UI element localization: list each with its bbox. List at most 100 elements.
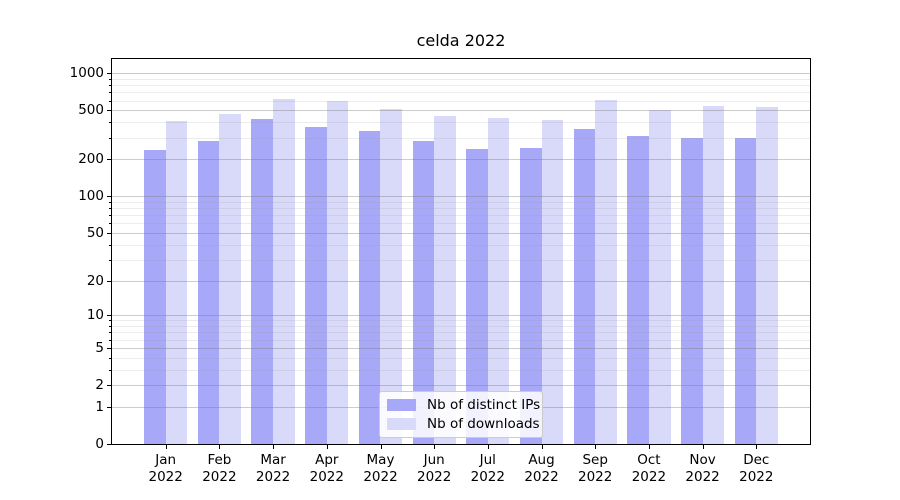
y-minor-tick-mark <box>109 357 111 359</box>
x-tick-label-line: 2022 <box>631 469 667 485</box>
y-tick-mark <box>107 347 111 349</box>
x-tick-mark <box>756 445 758 449</box>
minor-gridline <box>112 92 810 94</box>
bar <box>734 138 757 444</box>
major-gridline <box>112 347 810 349</box>
y-tick-mark <box>107 385 111 386</box>
y-tick-mark <box>107 232 111 234</box>
bar <box>380 108 403 444</box>
x-tick-mark <box>648 445 650 449</box>
x-tick-label: Oct 2022 <box>614 452 684 486</box>
minor-gridline <box>112 244 810 246</box>
legend-item-downloads: Nb of downloads <box>387 416 540 432</box>
x-tick-label: Jan 2022 <box>131 452 201 486</box>
x-tick-mark <box>219 445 221 449</box>
bar <box>627 135 649 444</box>
minor-gridline <box>112 85 810 86</box>
major-gridline <box>112 280 810 282</box>
y-minor-tick-mark <box>109 223 111 225</box>
y-tick-label: 5 <box>95 339 104 356</box>
bar <box>305 127 327 444</box>
x-tick-label-line: 2022 <box>578 469 613 485</box>
x-tick-mark <box>165 445 167 449</box>
minor-gridline <box>112 223 810 225</box>
x-tick-label: Dec 2022 <box>721 452 791 486</box>
y-tick-mark <box>107 280 111 282</box>
bar <box>251 118 274 444</box>
y-minor-tick-mark <box>109 201 111 203</box>
x-tick-label-line: Dec <box>743 452 770 468</box>
x-tick-label-line: Apr <box>315 452 339 468</box>
x-tick-label: Apr 2022 <box>292 452 362 486</box>
x-tick-label-line: 2022 <box>202 469 237 485</box>
x-tick-mark <box>326 445 328 449</box>
bar <box>434 115 456 444</box>
y-minor-tick-mark <box>109 339 111 341</box>
x-tick-label-line: 2022 <box>685 469 720 485</box>
y-minor-tick-mark <box>109 100 111 102</box>
y-minor-tick-mark <box>109 92 111 94</box>
legend-item-distinct-ips: Nb of distinct IPs <box>387 397 540 413</box>
legend-swatch-downloads <box>387 418 416 431</box>
x-tick-label-line: Feb <box>207 452 232 468</box>
bar <box>273 98 295 444</box>
minor-gridline <box>112 332 810 334</box>
y-tick-label: 20 <box>86 272 104 289</box>
y-minor-tick-mark <box>109 259 111 261</box>
minor-gridline <box>112 369 810 371</box>
y-tick-mark <box>107 406 111 408</box>
y-minor-tick-mark <box>109 137 111 139</box>
bar <box>412 140 435 444</box>
x-tick-mark <box>702 445 704 449</box>
y-minor-tick-mark <box>109 244 111 246</box>
x-tick-label-line: Aug <box>528 452 555 468</box>
y-tick-label: 100 <box>78 188 104 205</box>
minor-gridline <box>112 137 810 139</box>
bar <box>681 138 703 444</box>
legend-label-distinct-ips: Nb of distinct IPs <box>427 396 541 413</box>
y-tick-label: 10 <box>86 307 104 324</box>
x-tick-label-line: Nov <box>689 452 716 468</box>
x-tick-label-line: 2022 <box>739 469 774 485</box>
major-gridline <box>112 159 810 161</box>
minor-gridline <box>112 339 810 341</box>
x-tick-label: Nov 2022 <box>668 452 738 486</box>
minor-gridline <box>112 357 810 359</box>
x-tick-label-line: 2022 <box>363 469 398 485</box>
bar <box>595 100 617 444</box>
bar <box>165 121 188 444</box>
minor-gridline <box>112 320 810 322</box>
y-minor-tick-mark <box>109 122 111 124</box>
x-tick-label: Mar 2022 <box>238 452 308 486</box>
bar <box>144 150 166 444</box>
minor-gridline <box>112 78 810 80</box>
x-tick-label-line: Sep <box>582 452 608 468</box>
x-tick-mark <box>434 445 436 449</box>
minor-gridline <box>112 100 810 102</box>
x-tick-mark <box>541 445 543 449</box>
x-tick-label-line: Jul <box>479 452 496 468</box>
y-tick-label: 1000 <box>69 65 104 82</box>
y-tick-mark <box>107 110 111 112</box>
x-tick-label-line: May <box>366 452 395 468</box>
x-tick-label: May 2022 <box>346 452 416 486</box>
x-tick-label-line: 2022 <box>417 469 452 485</box>
major-gridline <box>112 315 810 317</box>
x-tick-label-line: Mar <box>260 452 286 468</box>
y-minor-tick-mark <box>109 332 111 334</box>
x-tick-mark <box>273 445 275 449</box>
x-tick-label-line: 2022 <box>148 469 183 485</box>
x-tick-label: Feb 2022 <box>184 452 254 486</box>
x-tick-mark <box>380 445 382 449</box>
bar <box>358 130 381 444</box>
bar <box>466 148 488 444</box>
y-tick-label: 0 <box>95 436 104 452</box>
y-minor-tick-mark <box>109 85 111 86</box>
chart-title: celda 2022 <box>416 31 506 50</box>
y-tick-label: 500 <box>78 102 104 119</box>
major-gridline <box>112 385 810 386</box>
x-tick-label-line: 2022 <box>309 469 344 485</box>
y-minor-tick-mark <box>109 78 111 80</box>
x-tick-label-line: Jun <box>423 452 445 468</box>
